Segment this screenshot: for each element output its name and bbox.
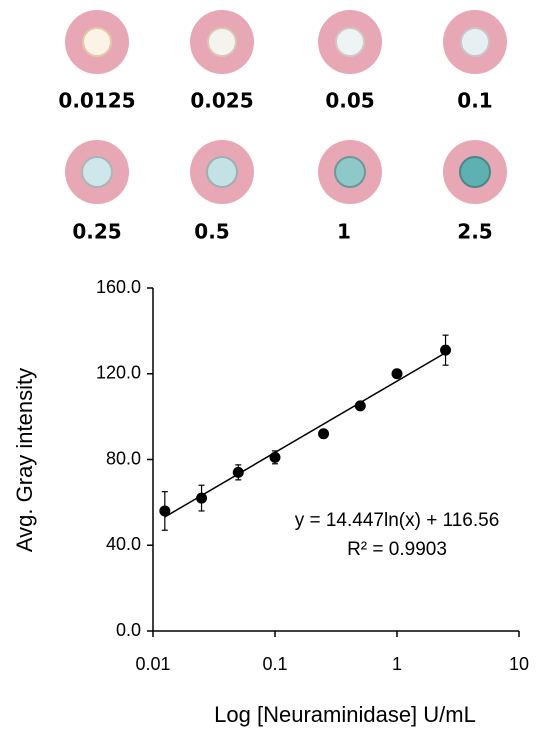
well-label: 1 bbox=[337, 220, 351, 244]
wells bbox=[65, 10, 507, 204]
point bbox=[318, 428, 330, 440]
point bbox=[440, 344, 452, 356]
well-label: 0.025 bbox=[190, 89, 253, 113]
well-label: 0.5 bbox=[194, 220, 229, 244]
x-tick-label: 0.01 bbox=[135, 654, 170, 674]
well-label: 0.25 bbox=[72, 220, 121, 244]
well bbox=[318, 10, 382, 74]
point bbox=[269, 451, 281, 463]
well bbox=[318, 140, 382, 204]
well-label: 0.0125 bbox=[58, 89, 135, 113]
well-label: 0.1 bbox=[457, 89, 492, 113]
annotation: y = 14.447ln(x) + 116.56 bbox=[295, 510, 500, 531]
point bbox=[232, 466, 244, 478]
well bbox=[443, 10, 507, 74]
point bbox=[196, 492, 208, 504]
x-axis-title: Log [Neuraminidase] U/mL bbox=[214, 702, 476, 727]
well-label: 2.5 bbox=[457, 220, 492, 244]
y-tick-label: 0.0 bbox=[116, 620, 141, 640]
trendline bbox=[164, 352, 446, 518]
well bbox=[190, 10, 254, 74]
x-tick-label: 10 bbox=[509, 654, 529, 674]
y-axis-title: Avg. Gray intensity bbox=[12, 368, 37, 552]
point bbox=[159, 505, 171, 517]
well bbox=[65, 10, 129, 74]
x-tick-label: 0.1 bbox=[262, 654, 287, 674]
x-tick-label: 1 bbox=[392, 654, 402, 674]
well bbox=[65, 140, 129, 204]
y-tick-label: 40.0 bbox=[106, 534, 141, 554]
point bbox=[391, 368, 403, 380]
well bbox=[443, 140, 507, 204]
y-tick-label: 80.0 bbox=[106, 448, 141, 468]
well-label: 0.05 bbox=[325, 89, 374, 113]
y-tick-label: 120.0 bbox=[96, 363, 141, 383]
annotation: R² = 0.9903 bbox=[347, 539, 447, 560]
y-tick-label: 160.0 bbox=[96, 277, 141, 297]
well bbox=[190, 140, 254, 204]
point bbox=[354, 400, 366, 412]
